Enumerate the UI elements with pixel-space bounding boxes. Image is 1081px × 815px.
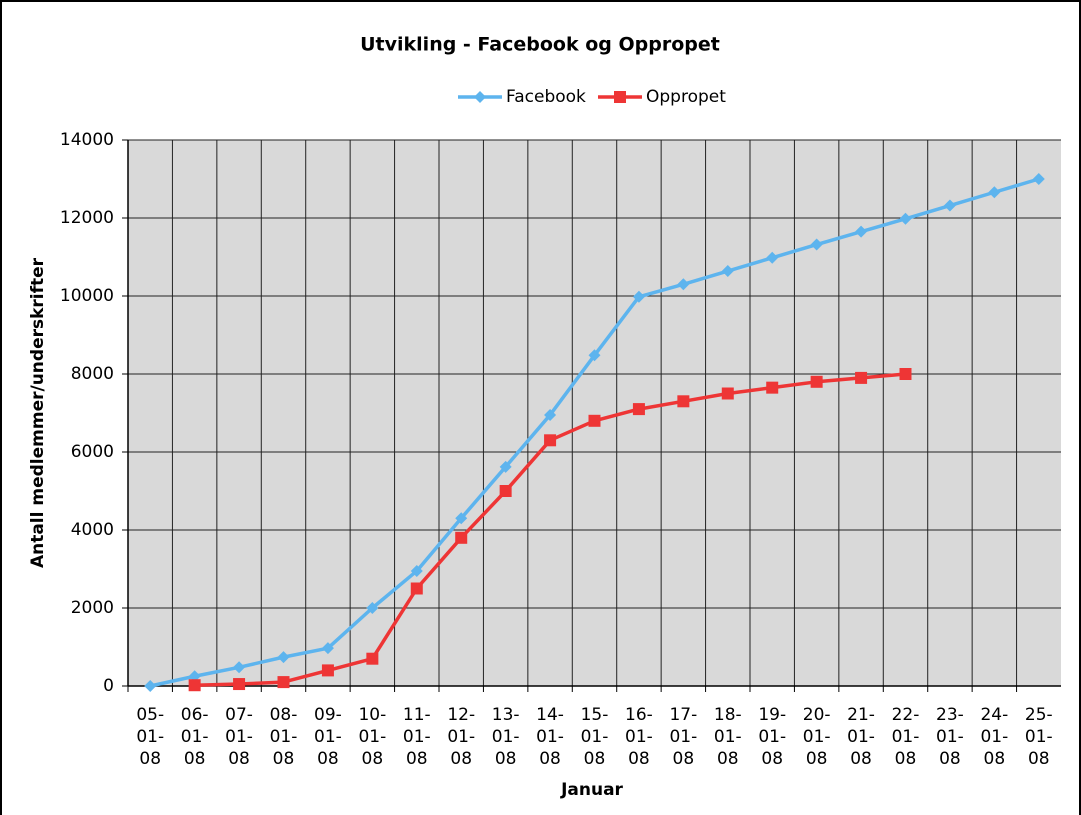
- point: [321, 664, 334, 677]
- plot-area: [128, 140, 1061, 686]
- y-tick-label: 12000: [60, 208, 114, 228]
- x-tick-label: 05-01-08: [136, 705, 165, 769]
- point: [855, 371, 868, 384]
- point: [544, 434, 557, 447]
- x-tick-label: 10-01-08: [358, 705, 387, 769]
- point: [366, 652, 379, 665]
- point: [855, 225, 868, 238]
- x-tick-label: 07-01-08: [225, 705, 253, 769]
- point: [721, 387, 734, 400]
- x-tick-label: 14-01-08: [536, 705, 564, 769]
- point: [810, 238, 823, 251]
- point: [677, 278, 690, 291]
- x-axis-label: Januar: [560, 780, 623, 800]
- point: [721, 265, 734, 278]
- point: [588, 349, 601, 362]
- x-tick-label: 23-01-08: [936, 705, 964, 769]
- point: [233, 678, 246, 691]
- point: [810, 375, 823, 388]
- point: [366, 602, 379, 614]
- x-tick-label: 11-01-08: [402, 705, 431, 769]
- x-tick-label: 18-01-08: [713, 705, 742, 769]
- legend-label: Facebook: [506, 87, 586, 107]
- y-axis-label: Antall medlemmer/underskrifter: [28, 257, 48, 568]
- y-tick-label: 14000: [60, 130, 114, 150]
- point: [188, 679, 201, 692]
- y-tick-label: 4000: [71, 520, 114, 540]
- chart-title: Utvikling - Facebook og Oppropet: [360, 34, 720, 56]
- x-tick-label: 20-01-08: [802, 705, 831, 769]
- y-tick-label: 0: [103, 676, 114, 696]
- point: [499, 460, 512, 473]
- x-tick-label: 06-01-08: [180, 705, 209, 769]
- y-tick-label: 6000: [71, 442, 114, 462]
- x-tick-label: 12-01-08: [447, 705, 476, 769]
- x-tick-label: 25-01-08: [1024, 705, 1053, 769]
- x-tick-label: 17-01-08: [669, 705, 698, 769]
- point: [410, 564, 423, 577]
- x-tick-label: 21-01-08: [847, 705, 875, 769]
- legend-marker: [474, 91, 486, 103]
- point: [988, 186, 1001, 199]
- x-tick-label: 16-01-08: [625, 705, 653, 769]
- x-tick-label: 08-01-08: [269, 705, 298, 769]
- x-tick-label: 09-01-08: [314, 705, 342, 769]
- point: [233, 661, 246, 674]
- point: [455, 512, 468, 525]
- x-tick-label: 19-01-08: [758, 705, 787, 769]
- point: [766, 381, 779, 394]
- point: [899, 212, 912, 225]
- point: [455, 531, 468, 544]
- y-tick-label: 2000: [71, 598, 114, 618]
- y-tick-label: 8000: [71, 364, 114, 384]
- legend-marker: [614, 91, 626, 103]
- point: [410, 582, 423, 595]
- point: [766, 251, 779, 264]
- point: [899, 368, 912, 380]
- point: [499, 485, 512, 497]
- point: [277, 651, 290, 664]
- point: [588, 414, 601, 427]
- point: [632, 403, 645, 416]
- x-tick-label: 22-01-08: [891, 705, 920, 769]
- x-tick-label: 24-01-08: [980, 705, 1009, 769]
- x-tick-label: 13-01-08: [491, 705, 520, 769]
- legend-label: Oppropet: [646, 87, 726, 107]
- point: [1032, 173, 1045, 185]
- point: [632, 290, 645, 303]
- point: [943, 199, 956, 212]
- point: [277, 676, 290, 689]
- point: [144, 680, 157, 692]
- point: [677, 395, 690, 408]
- point: [321, 642, 334, 655]
- x-tick-label: 15-01-08: [580, 705, 609, 769]
- y-tick-label: 10000: [60, 286, 114, 306]
- point: [544, 408, 557, 421]
